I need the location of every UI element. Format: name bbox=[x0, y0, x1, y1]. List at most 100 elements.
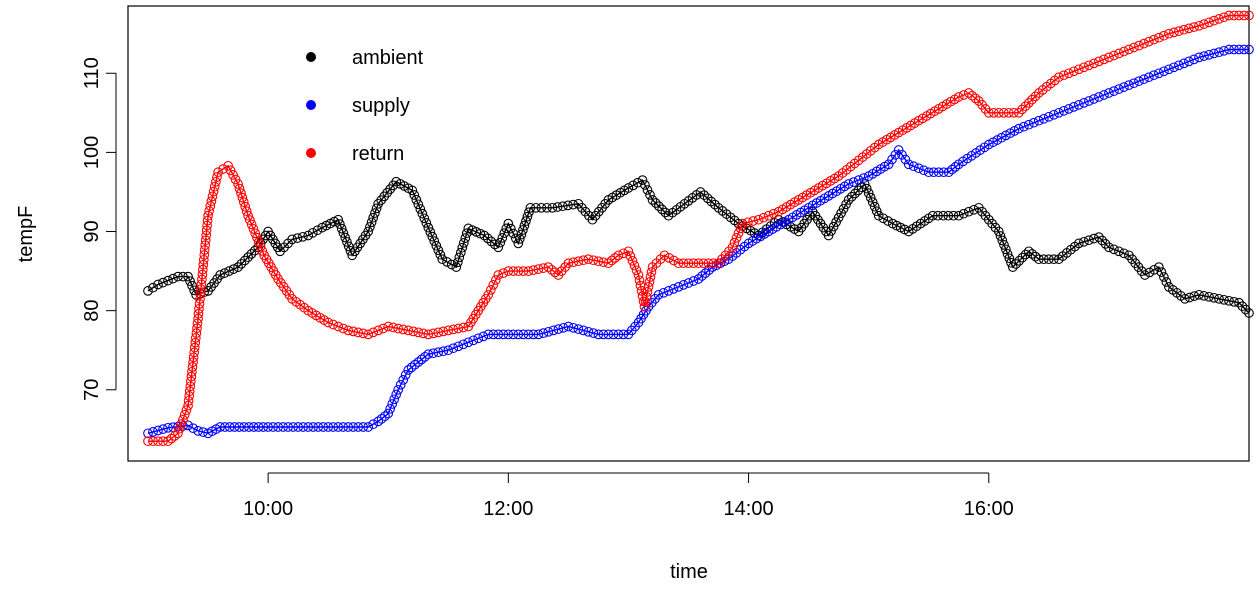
data-point bbox=[189, 342, 200, 353]
data-point bbox=[501, 223, 512, 234]
data-point bbox=[228, 264, 239, 274]
data-point bbox=[433, 245, 444, 256]
data-point bbox=[1017, 104, 1027, 115]
data-point bbox=[388, 322, 399, 333]
x-tick-label: 16:00 bbox=[964, 498, 1014, 520]
data-point bbox=[699, 190, 709, 200]
data-point bbox=[1164, 64, 1174, 75]
data-point bbox=[183, 395, 194, 406]
data-point bbox=[547, 202, 558, 213]
data-point bbox=[353, 327, 364, 338]
data-point bbox=[1018, 121, 1029, 132]
data-point bbox=[1104, 242, 1114, 253]
data-point bbox=[522, 211, 533, 222]
series-return bbox=[143, 10, 1254, 447]
data-point bbox=[482, 233, 493, 244]
data-point bbox=[514, 234, 525, 244]
data-point bbox=[498, 329, 509, 340]
data-point bbox=[1053, 72, 1064, 83]
data-point bbox=[208, 186, 219, 197]
data-point bbox=[1094, 232, 1104, 242]
data-point bbox=[642, 185, 653, 195]
data-point bbox=[451, 262, 462, 272]
data-point bbox=[1020, 101, 1031, 112]
data-point bbox=[1219, 45, 1229, 56]
data-point bbox=[196, 279, 207, 290]
data-point bbox=[1033, 254, 1044, 265]
data-point bbox=[420, 351, 430, 362]
data-point bbox=[1199, 290, 1209, 301]
data-point bbox=[706, 196, 717, 207]
data-point bbox=[400, 370, 411, 380]
data-point bbox=[523, 329, 534, 340]
data-point bbox=[1194, 52, 1204, 63]
data-point bbox=[238, 197, 249, 207]
data-point bbox=[483, 289, 494, 300]
data-point bbox=[1058, 105, 1069, 116]
data-point bbox=[428, 328, 439, 339]
data-point bbox=[1144, 267, 1155, 278]
data-point bbox=[1094, 92, 1104, 102]
data-point bbox=[1154, 32, 1164, 43]
data-point bbox=[184, 391, 195, 401]
data-point bbox=[1239, 10, 1249, 21]
data-point bbox=[313, 422, 324, 432]
data-point bbox=[398, 324, 409, 335]
data-point bbox=[338, 228, 349, 238]
data-point bbox=[153, 279, 163, 290]
data-point bbox=[1048, 254, 1059, 265]
data-point bbox=[1094, 56, 1104, 67]
data-point bbox=[988, 107, 999, 118]
data-point bbox=[903, 159, 914, 170]
data-point bbox=[995, 231, 1006, 241]
data-point bbox=[588, 255, 599, 266]
data-point bbox=[943, 167, 954, 178]
data-point bbox=[928, 167, 939, 178]
data-point bbox=[188, 352, 199, 363]
data-point bbox=[1084, 235, 1094, 246]
data-point bbox=[178, 271, 188, 282]
data-point bbox=[654, 201, 664, 212]
data-point bbox=[733, 228, 744, 238]
data-point bbox=[213, 167, 223, 178]
data-point bbox=[234, 183, 245, 194]
data-point bbox=[452, 257, 463, 268]
data-point bbox=[743, 217, 753, 228]
data-point bbox=[1014, 255, 1025, 266]
data-point bbox=[645, 190, 655, 200]
data-point bbox=[410, 359, 420, 370]
data-point bbox=[1224, 44, 1234, 55]
data-point bbox=[234, 422, 245, 432]
data-point bbox=[843, 179, 854, 189]
y-axis-label: tempF bbox=[15, 206, 37, 263]
data-point bbox=[938, 167, 949, 178]
series-supply bbox=[143, 44, 1254, 439]
data-point bbox=[209, 181, 220, 192]
data-point bbox=[550, 267, 560, 278]
data-point bbox=[1038, 254, 1049, 265]
data-point bbox=[999, 240, 1009, 250]
data-point bbox=[413, 199, 424, 210]
data-point bbox=[403, 365, 414, 375]
data-point bbox=[163, 275, 173, 286]
legend-label-ambient: ambient bbox=[352, 47, 424, 69]
data-point bbox=[446, 259, 457, 270]
data-point bbox=[255, 241, 266, 252]
data-point bbox=[178, 414, 188, 425]
data-point bbox=[368, 419, 379, 430]
data-point bbox=[403, 325, 414, 336]
data-point bbox=[553, 324, 564, 334]
data-point bbox=[166, 433, 177, 444]
data-point bbox=[663, 286, 674, 296]
data-point bbox=[1149, 34, 1159, 45]
data-point bbox=[188, 357, 198, 367]
data-point bbox=[338, 422, 349, 432]
data-point bbox=[468, 335, 479, 346]
data-point bbox=[647, 195, 658, 205]
data-point bbox=[348, 326, 359, 337]
data-point bbox=[493, 242, 504, 253]
data-point bbox=[148, 436, 158, 447]
data-point bbox=[658, 287, 669, 298]
data-point bbox=[458, 238, 469, 248]
